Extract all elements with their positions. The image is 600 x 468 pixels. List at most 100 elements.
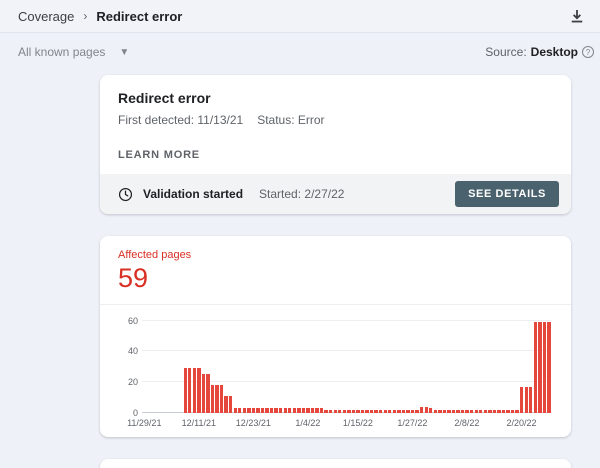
chart-bar[interactable] (283, 408, 287, 413)
chart-bar[interactable] (547, 322, 551, 413)
chart-bar[interactable] (419, 406, 424, 413)
see-details-button[interactable]: SEE DETAILS (455, 181, 559, 207)
learn-more-link[interactable]: LEARN MORE (118, 149, 200, 161)
chart-bar[interactable] (247, 408, 251, 413)
chart-bar[interactable] (506, 409, 510, 413)
chart-bar[interactable] (215, 385, 219, 413)
page-filter-dropdown[interactable]: All known pages ▼ (18, 45, 129, 59)
chart-bar[interactable] (310, 408, 315, 413)
chart-bar[interactable] (342, 409, 347, 413)
chart-bar[interactable] (279, 408, 283, 413)
chart-bar[interactable] (329, 409, 333, 413)
validation-started-text: Started: 2/27/22 (259, 187, 345, 201)
chart-bar-slot (392, 321, 397, 413)
chart-bar[interactable] (188, 368, 192, 413)
chart-bar[interactable] (192, 368, 196, 413)
chart-bar-slot (251, 321, 256, 413)
chart-bar[interactable] (388, 409, 392, 413)
chart-bar[interactable] (488, 409, 492, 413)
chart-bar[interactable] (265, 408, 269, 413)
chart-bar[interactable] (210, 385, 215, 413)
chart-bar[interactable] (347, 409, 351, 413)
chart-bar[interactable] (238, 408, 242, 413)
affected-pages-header[interactable]: Affected pages 59 (100, 236, 571, 305)
chart-bar[interactable] (406, 409, 410, 413)
chart-bar[interactable] (392, 409, 397, 413)
chart-bar[interactable] (474, 409, 478, 413)
chart-bar[interactable] (510, 409, 515, 413)
chart-bar[interactable] (515, 409, 519, 413)
chart-bar[interactable] (479, 409, 483, 413)
chart-bar-slot (183, 321, 188, 413)
chart-bar[interactable] (483, 409, 487, 413)
chart-bar[interactable] (292, 408, 296, 413)
chart-bar[interactable] (524, 386, 528, 413)
chart-bar[interactable] (519, 386, 524, 413)
chart-bar[interactable] (256, 408, 260, 413)
chart-bar[interactable] (297, 408, 301, 413)
chart-bar[interactable] (197, 368, 201, 413)
breadcrumb-coverage-link[interactable]: Coverage (18, 8, 75, 24)
help-icon[interactable]: ? (582, 46, 594, 58)
chart-bar[interactable] (242, 408, 246, 413)
chart-bar[interactable] (410, 409, 415, 413)
chart-bar-slot (292, 321, 297, 413)
chart-bar[interactable] (374, 409, 378, 413)
chart-bar[interactable] (542, 322, 547, 413)
download-icon[interactable] (568, 7, 586, 25)
chart-bar[interactable] (315, 408, 319, 413)
chart-bar-slot (319, 321, 324, 413)
chart-bar[interactable] (469, 409, 474, 413)
chart-bar[interactable] (274, 408, 278, 413)
chart-bar[interactable] (460, 409, 465, 413)
chart-bar[interactable] (319, 408, 324, 413)
chart-bar[interactable] (338, 409, 342, 413)
chart-bar[interactable] (429, 408, 433, 413)
chart-bar[interactable] (451, 409, 456, 413)
chart-bar-slot (324, 321, 329, 413)
chart-bar[interactable] (442, 409, 447, 413)
affected-pages-card: Affected pages 59 11/29/21 12/11/21 12/23/… (100, 236, 571, 437)
chart-bar[interactable] (360, 409, 365, 413)
chart-bar[interactable] (351, 409, 356, 413)
chart-bar[interactable] (424, 406, 428, 413)
chart-bar[interactable] (397, 409, 401, 413)
chart-bar[interactable] (233, 408, 237, 413)
chart-bar[interactable] (324, 409, 328, 413)
chart-bar[interactable] (497, 409, 501, 413)
chart-bar[interactable] (183, 368, 187, 413)
chart-bar-slot (474, 321, 479, 413)
chart-bar[interactable] (365, 409, 369, 413)
chart-bar[interactable] (438, 409, 442, 413)
chart-bar[interactable] (433, 409, 437, 413)
chart-bar[interactable] (251, 408, 256, 413)
chart-bar[interactable] (501, 409, 506, 413)
chart-bar[interactable] (401, 409, 406, 413)
chart-bar[interactable] (383, 409, 387, 413)
chart-bar[interactable] (465, 409, 469, 413)
chart-bar[interactable] (492, 409, 497, 413)
chart-bar[interactable] (456, 409, 460, 413)
chart-bar-slot (547, 321, 552, 413)
chart-bar[interactable] (219, 385, 224, 413)
chart-bar[interactable] (415, 409, 419, 413)
chart-bar-slot (424, 321, 429, 413)
chart-bar[interactable] (379, 409, 383, 413)
chart-bar[interactable] (288, 408, 292, 413)
chart-bar[interactable] (447, 409, 451, 413)
chart-bar[interactable] (201, 374, 206, 413)
chart-bar[interactable] (224, 395, 228, 413)
chart-bar[interactable] (269, 408, 274, 413)
chart-bar[interactable] (369, 409, 374, 413)
chart-bar[interactable] (538, 322, 542, 413)
chart-bar[interactable] (206, 374, 210, 413)
chart-bar[interactable] (306, 408, 310, 413)
chart-bar[interactable] (529, 386, 533, 413)
status-text: Status: Error (257, 113, 325, 127)
chart-bar[interactable] (228, 395, 233, 413)
chart-bar[interactable] (333, 409, 337, 413)
chart-bar[interactable] (260, 408, 265, 413)
chart-bar[interactable] (533, 322, 537, 413)
chart-bar[interactable] (301, 408, 306, 413)
chart-bar[interactable] (356, 409, 360, 413)
